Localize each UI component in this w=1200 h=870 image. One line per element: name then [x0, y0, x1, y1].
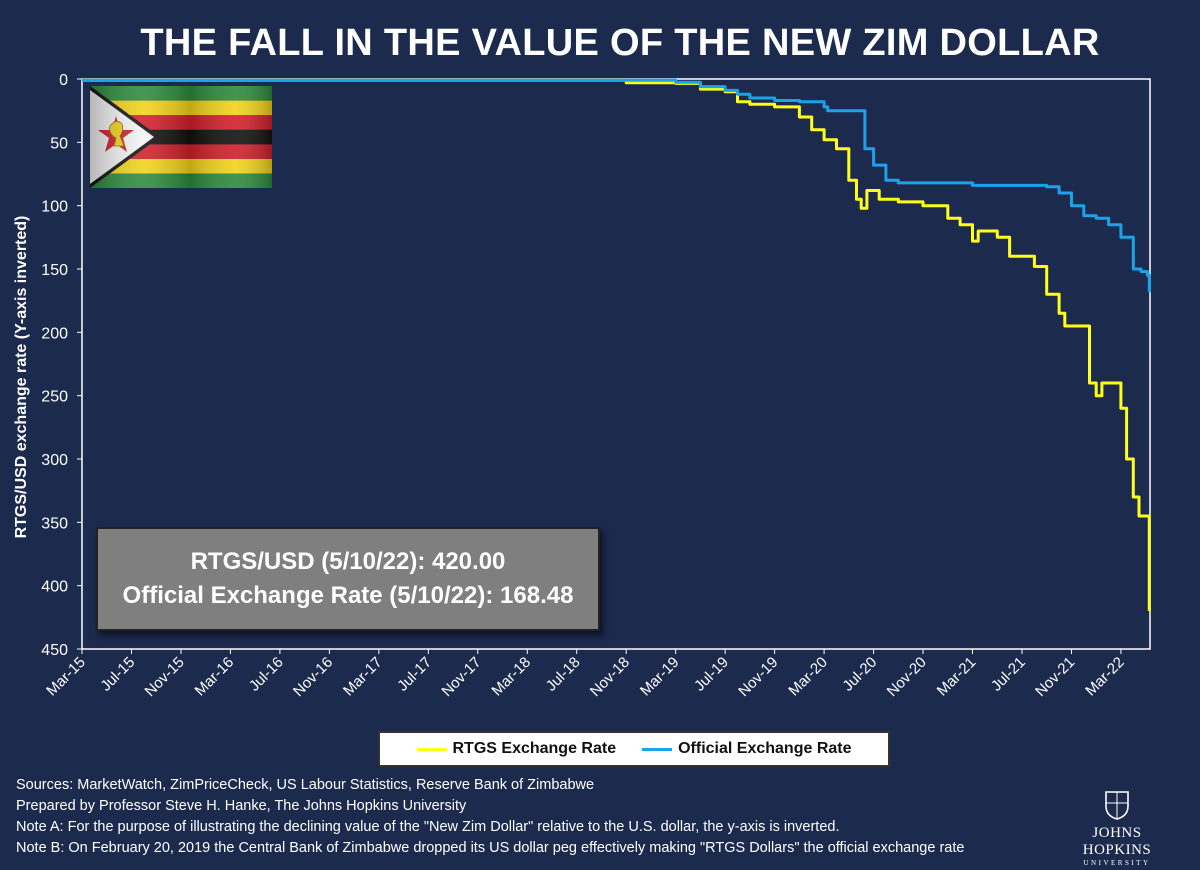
footnote-note-a: Note A: For the purpose of illustrating …	[16, 819, 840, 835]
x-tick-label: Nov-16	[290, 654, 336, 700]
logo-name: JOHNS HOPKINS	[1082, 825, 1152, 858]
series-line-rtgs	[82, 78, 1151, 611]
x-tick-label: Nov-20	[884, 654, 930, 700]
x-tick-label: Mar-15	[43, 654, 89, 700]
x-tick-label: Jul-16	[246, 654, 287, 695]
x-tick-label: Mar-17	[340, 654, 386, 700]
x-tick-label: Jul-20	[839, 654, 880, 695]
x-tick-label: Mar-16	[192, 654, 238, 700]
x-tick-label: Nov-21	[1032, 654, 1078, 700]
y-tick-label: 200	[41, 325, 68, 342]
legend-entry-rtgs: RTGS Exchange Rate	[416, 740, 617, 758]
logo-subtitle: UNIVERSITY	[1083, 859, 1151, 867]
x-tick-label: Mar-21	[934, 654, 980, 700]
footnote-sources: Sources: MarketWatch, ZimPriceCheck, US …	[16, 777, 595, 793]
legend-entry-official: Official Exchange Rate	[642, 740, 852, 758]
legend-label-rtgs: RTGS Exchange Rate	[452, 740, 617, 757]
rtgs-latest-rate: RTGS/USD (5/10/22): 420.00	[190, 548, 506, 575]
y-axis-label: RTGS/USD exchange rate (Y-axis inverted)	[13, 215, 30, 539]
x-tick-label: Jul-19	[691, 654, 732, 695]
footnote-note-b: Note B: On February 20, 2019 the Central…	[16, 840, 965, 856]
x-tick-label: Nov-17	[438, 654, 484, 700]
y-tick-label: 300	[41, 452, 68, 469]
official-latest-rate: Official Exchange Rate (5/10/22): 168.48	[122, 582, 574, 609]
x-tick-label: Jul-17	[394, 654, 435, 695]
chart-legend: RTGS Exchange Rate Official Exchange Rat…	[378, 731, 890, 767]
y-tick-label: 150	[41, 262, 68, 279]
footnote-prepared-by: Prepared by Professor Steve H. Hanke, Th…	[16, 798, 467, 814]
university-shield-icon	[1105, 791, 1129, 820]
x-tick-label: Jul-15	[97, 654, 138, 695]
y-tick-label: 250	[41, 389, 68, 406]
y-tick-label: 100	[41, 199, 68, 216]
legend-swatch-rtgs	[416, 747, 447, 751]
y-tick-label: 350	[41, 515, 68, 532]
y-tick-label: 450	[41, 642, 68, 659]
x-tick-label: Mar-18	[488, 654, 534, 700]
y-tick-label: 50	[50, 135, 68, 152]
x-tick-label: Jul-21	[988, 654, 1029, 695]
x-tick-label: Jul-18	[543, 654, 584, 695]
y-tick-label: 0	[59, 72, 68, 89]
zimbabwe-flag-icon	[90, 86, 272, 188]
johns-hopkins-logo: JOHNS HOPKINS UNIVERSITY	[1062, 790, 1172, 867]
legend-swatch-official	[642, 747, 673, 751]
chart-title: THE FALL IN THE VALUE OF THE NEW ZIM DOL…	[140, 22, 1100, 64]
x-tick-label: Nov-18	[587, 654, 633, 700]
legend-label-official: Official Exchange Rate	[678, 740, 852, 757]
y-tick-label: 400	[41, 579, 68, 596]
x-tick-label: Mar-20	[785, 654, 831, 700]
latest-rates-box: RTGS/USD (5/10/22): 420.00 Official Exch…	[96, 527, 600, 631]
series-line-official	[82, 78, 1151, 293]
x-tick-label: Mar-19	[637, 654, 683, 700]
x-tick-label: Mar-22	[1082, 654, 1128, 700]
x-tick-label: Nov-15	[142, 654, 188, 700]
x-tick-label: Nov-19	[735, 654, 781, 700]
footnotes: Sources: MarketWatch, ZimPriceCheck, US …	[16, 775, 964, 859]
